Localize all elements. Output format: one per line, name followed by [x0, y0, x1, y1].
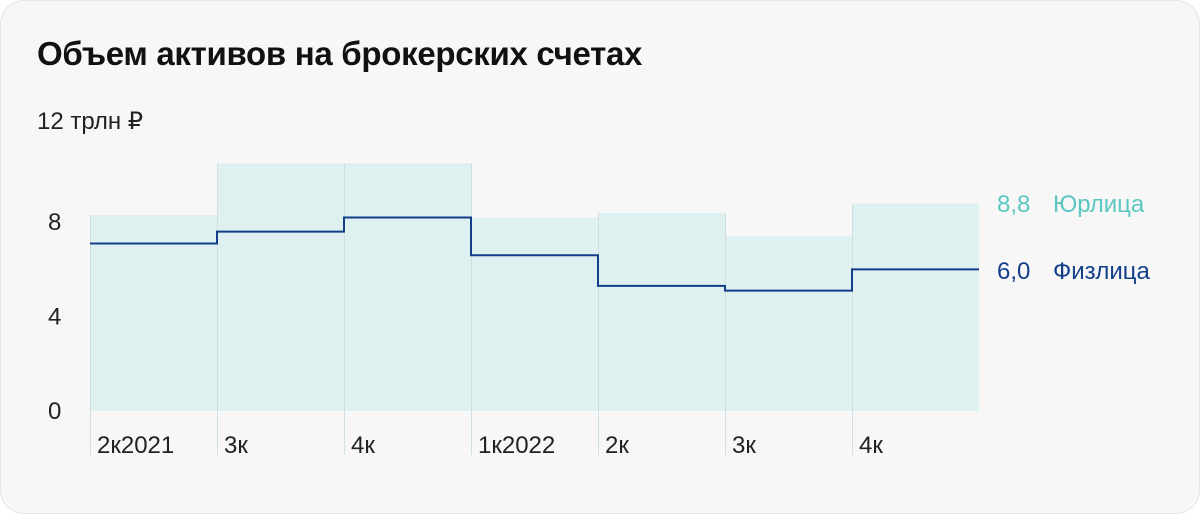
- y-tick-label: 8: [48, 209, 61, 236]
- individuals-series-label: Физлица: [1053, 258, 1151, 285]
- chart-title: Объем активов на брокерских счетах: [37, 35, 643, 72]
- legal-entity-bar: [471, 217, 598, 411]
- legal-entity-bar: [344, 163, 471, 411]
- individuals-step-line: [90, 216, 979, 292]
- individuals-end-value: 6,0: [997, 258, 1030, 285]
- x-tick-label: 1к2022: [478, 432, 555, 459]
- legal-entity-bar: [852, 203, 979, 411]
- x-tick-label: 4к: [351, 432, 375, 459]
- legal-entity-bar: [725, 236, 852, 411]
- legal-entity-bar: [90, 215, 217, 411]
- x-tick-label: 3к: [732, 432, 756, 459]
- y-tick-label: 0: [48, 398, 61, 425]
- x-tick-label: 2к2021: [97, 432, 174, 459]
- x-tick-label: 4к: [859, 432, 883, 459]
- legal-entity-end-value: 8,8: [997, 191, 1030, 218]
- y-tick-label: 4: [48, 304, 61, 331]
- legal-entity-bar: [598, 212, 725, 411]
- legal-entity-bar: [217, 163, 344, 411]
- x-tick-label: 3к: [224, 432, 248, 459]
- y-axis-top-label: 12 трлн ₽: [37, 108, 144, 135]
- x-tick-label: 2к: [605, 432, 629, 459]
- legal-entity-series-label: Юрлица: [1053, 191, 1145, 218]
